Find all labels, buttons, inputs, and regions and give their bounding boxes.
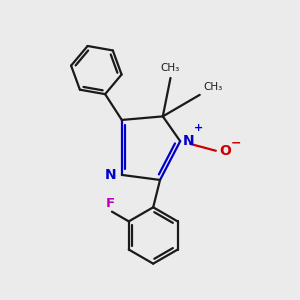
Text: −: − (231, 136, 242, 150)
Text: +: + (194, 123, 203, 134)
Text: O: O (219, 144, 231, 158)
Text: CH₃: CH₃ (204, 82, 223, 92)
Text: N: N (183, 134, 194, 148)
Text: N: N (105, 168, 117, 182)
Text: F: F (105, 196, 114, 210)
Text: CH₃: CH₃ (161, 63, 180, 73)
